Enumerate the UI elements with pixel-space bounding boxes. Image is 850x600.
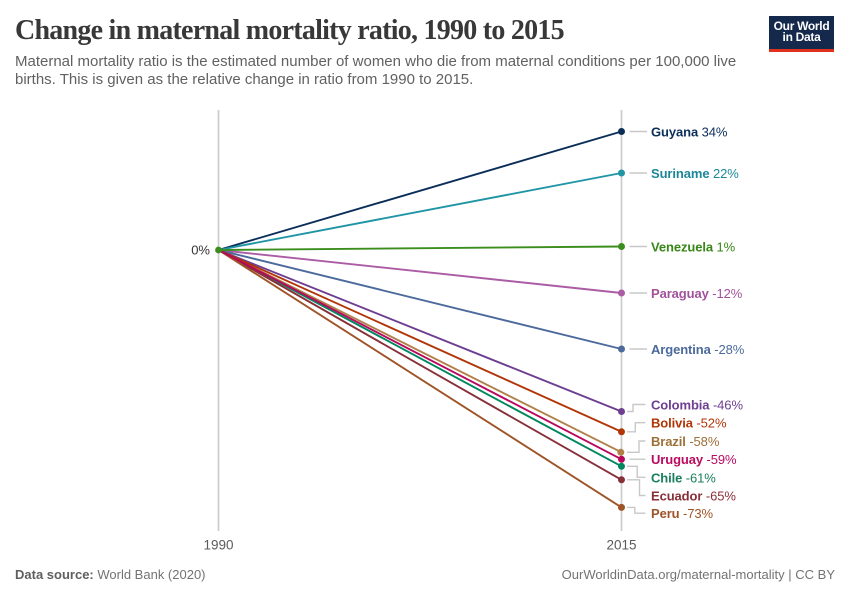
svg-text:Suriname 22%: Suriname 22%	[651, 166, 739, 181]
svg-text:Brazil -58%: Brazil -58%	[651, 434, 720, 449]
svg-text:Chile -61%: Chile -61%	[651, 470, 716, 485]
svg-text:Colombia -46%: Colombia -46%	[651, 398, 743, 413]
svg-text:Bolivia -52%: Bolivia -52%	[651, 416, 727, 431]
svg-text:2015: 2015	[606, 538, 636, 553]
svg-text:Paraguay -12%: Paraguay -12%	[651, 286, 743, 301]
svg-text:Argentina -28%: Argentina -28%	[651, 342, 745, 357]
svg-text:Uruguay -59%: Uruguay -59%	[651, 452, 737, 467]
svg-text:0%: 0%	[191, 243, 210, 258]
svg-text:Guyana 34%: Guyana 34%	[651, 125, 728, 140]
svg-text:1990: 1990	[203, 538, 233, 553]
svg-text:Peru -73%: Peru -73%	[651, 506, 714, 521]
svg-text:Ecuador -65%: Ecuador -65%	[651, 489, 736, 504]
svg-text:Venezuela 1%: Venezuela 1%	[651, 240, 736, 255]
